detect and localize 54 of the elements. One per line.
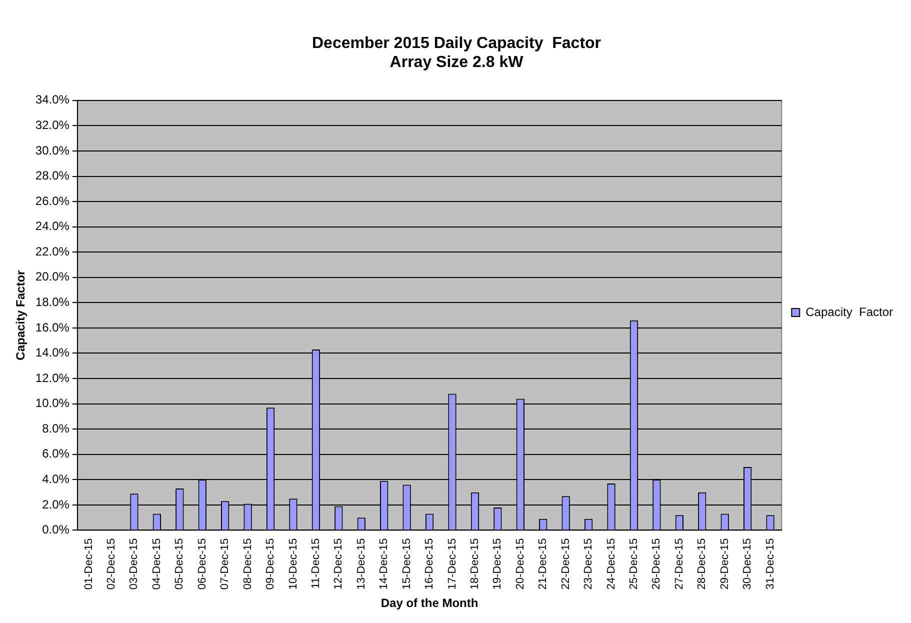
x-tick-label: 15-Dec-15 bbox=[400, 538, 413, 590]
x-tick-label: 27-Dec-15 bbox=[673, 538, 686, 590]
y-tick-label: 30.0% bbox=[35, 143, 70, 158]
y-tick-label: 10.0% bbox=[35, 396, 70, 410]
x-tick-label: 02-Dec-15 bbox=[106, 538, 118, 590]
x-tick-label: 07-Dec-15 bbox=[219, 538, 232, 590]
y-tick-label: 20.0% bbox=[35, 270, 70, 284]
x-tick-label: 06-Dec-15 bbox=[196, 538, 208, 590]
x-tick-label: 01-Dec-15 bbox=[82, 538, 95, 590]
y-tick-label: 28.0% bbox=[35, 168, 70, 183]
y-tick-label: 22.0% bbox=[35, 244, 70, 258]
y-tick-label: 2.0% bbox=[42, 497, 70, 512]
x-tick-label: 10-Dec-15 bbox=[287, 538, 300, 590]
y-tick-label: 16.0% bbox=[35, 320, 70, 334]
y-tick-label: 12.0% bbox=[35, 370, 70, 385]
y-tick-label: 18.0% bbox=[35, 294, 70, 309]
y-tick-label: 26.0% bbox=[35, 194, 70, 208]
x-tick-label: 24-Dec-15 bbox=[605, 538, 618, 590]
x-tick-label: 22-Dec-15 bbox=[560, 538, 572, 590]
x-tick-label: 04-Dec-15 bbox=[150, 538, 163, 590]
x-tick-label: 11-Dec-15 bbox=[310, 538, 322, 589]
y-tick-label: 6.0% bbox=[42, 446, 70, 461]
y-tick-label: 34.0% bbox=[35, 92, 70, 107]
y-axis-title: Capacity Factor bbox=[14, 270, 28, 360]
x-tick-label: 16-Dec-15 bbox=[424, 538, 436, 590]
x-tick-label: 23-Dec-15 bbox=[582, 538, 595, 590]
x-tick-label: 18-Dec-15 bbox=[468, 538, 481, 590]
x-tick-label: 28-Dec-15 bbox=[696, 538, 708, 590]
x-tick-label: 08-Dec-15 bbox=[242, 538, 254, 590]
y-tick-label: 14.0% bbox=[35, 346, 70, 360]
y-tick-label: 24.0% bbox=[35, 219, 70, 234]
x-axis-title: Day of the Month bbox=[380, 596, 478, 610]
x-tick-label: 13-Dec-15 bbox=[355, 538, 368, 590]
x-tick-label: 09-Dec-15 bbox=[264, 538, 277, 590]
x-tick-label: 05-Dec-15 bbox=[174, 538, 186, 590]
x-tick-label: 19-Dec-15 bbox=[492, 538, 504, 590]
text: Array Size 2.8 kW bbox=[390, 54, 524, 72]
x-tick-label: 26-Dec-15 bbox=[650, 538, 663, 590]
x-tick-label: 17-Dec-15 bbox=[446, 538, 458, 590]
x-tick-label: 25-Dec-15 bbox=[628, 538, 640, 590]
x-tick-label: 14-Dec-15 bbox=[378, 538, 390, 590]
x-tick-label: 03-Dec-15 bbox=[128, 538, 140, 590]
text: December 2015 Daily Capacity Factor bbox=[312, 35, 602, 52]
x-tick-label: 31-Dec-15 bbox=[764, 538, 776, 590]
y-tick-label: 8.0% bbox=[42, 421, 70, 436]
x-tick-label: 21-Dec-15 bbox=[537, 538, 550, 590]
y-tick-label: 0.0% bbox=[42, 522, 70, 537]
x-tick-label: 20-Dec-15 bbox=[514, 538, 526, 590]
legend-label: Capacity Factor bbox=[806, 304, 894, 319]
x-tick-label: 12-Dec-15 bbox=[332, 538, 345, 590]
x-tick-label: 29-Dec-15 bbox=[718, 538, 731, 590]
x-tick-label: 30-Dec-15 bbox=[742, 538, 754, 590]
y-tick-label: 4.0% bbox=[42, 472, 70, 486]
y-tick-label: 32.0% bbox=[35, 118, 70, 132]
